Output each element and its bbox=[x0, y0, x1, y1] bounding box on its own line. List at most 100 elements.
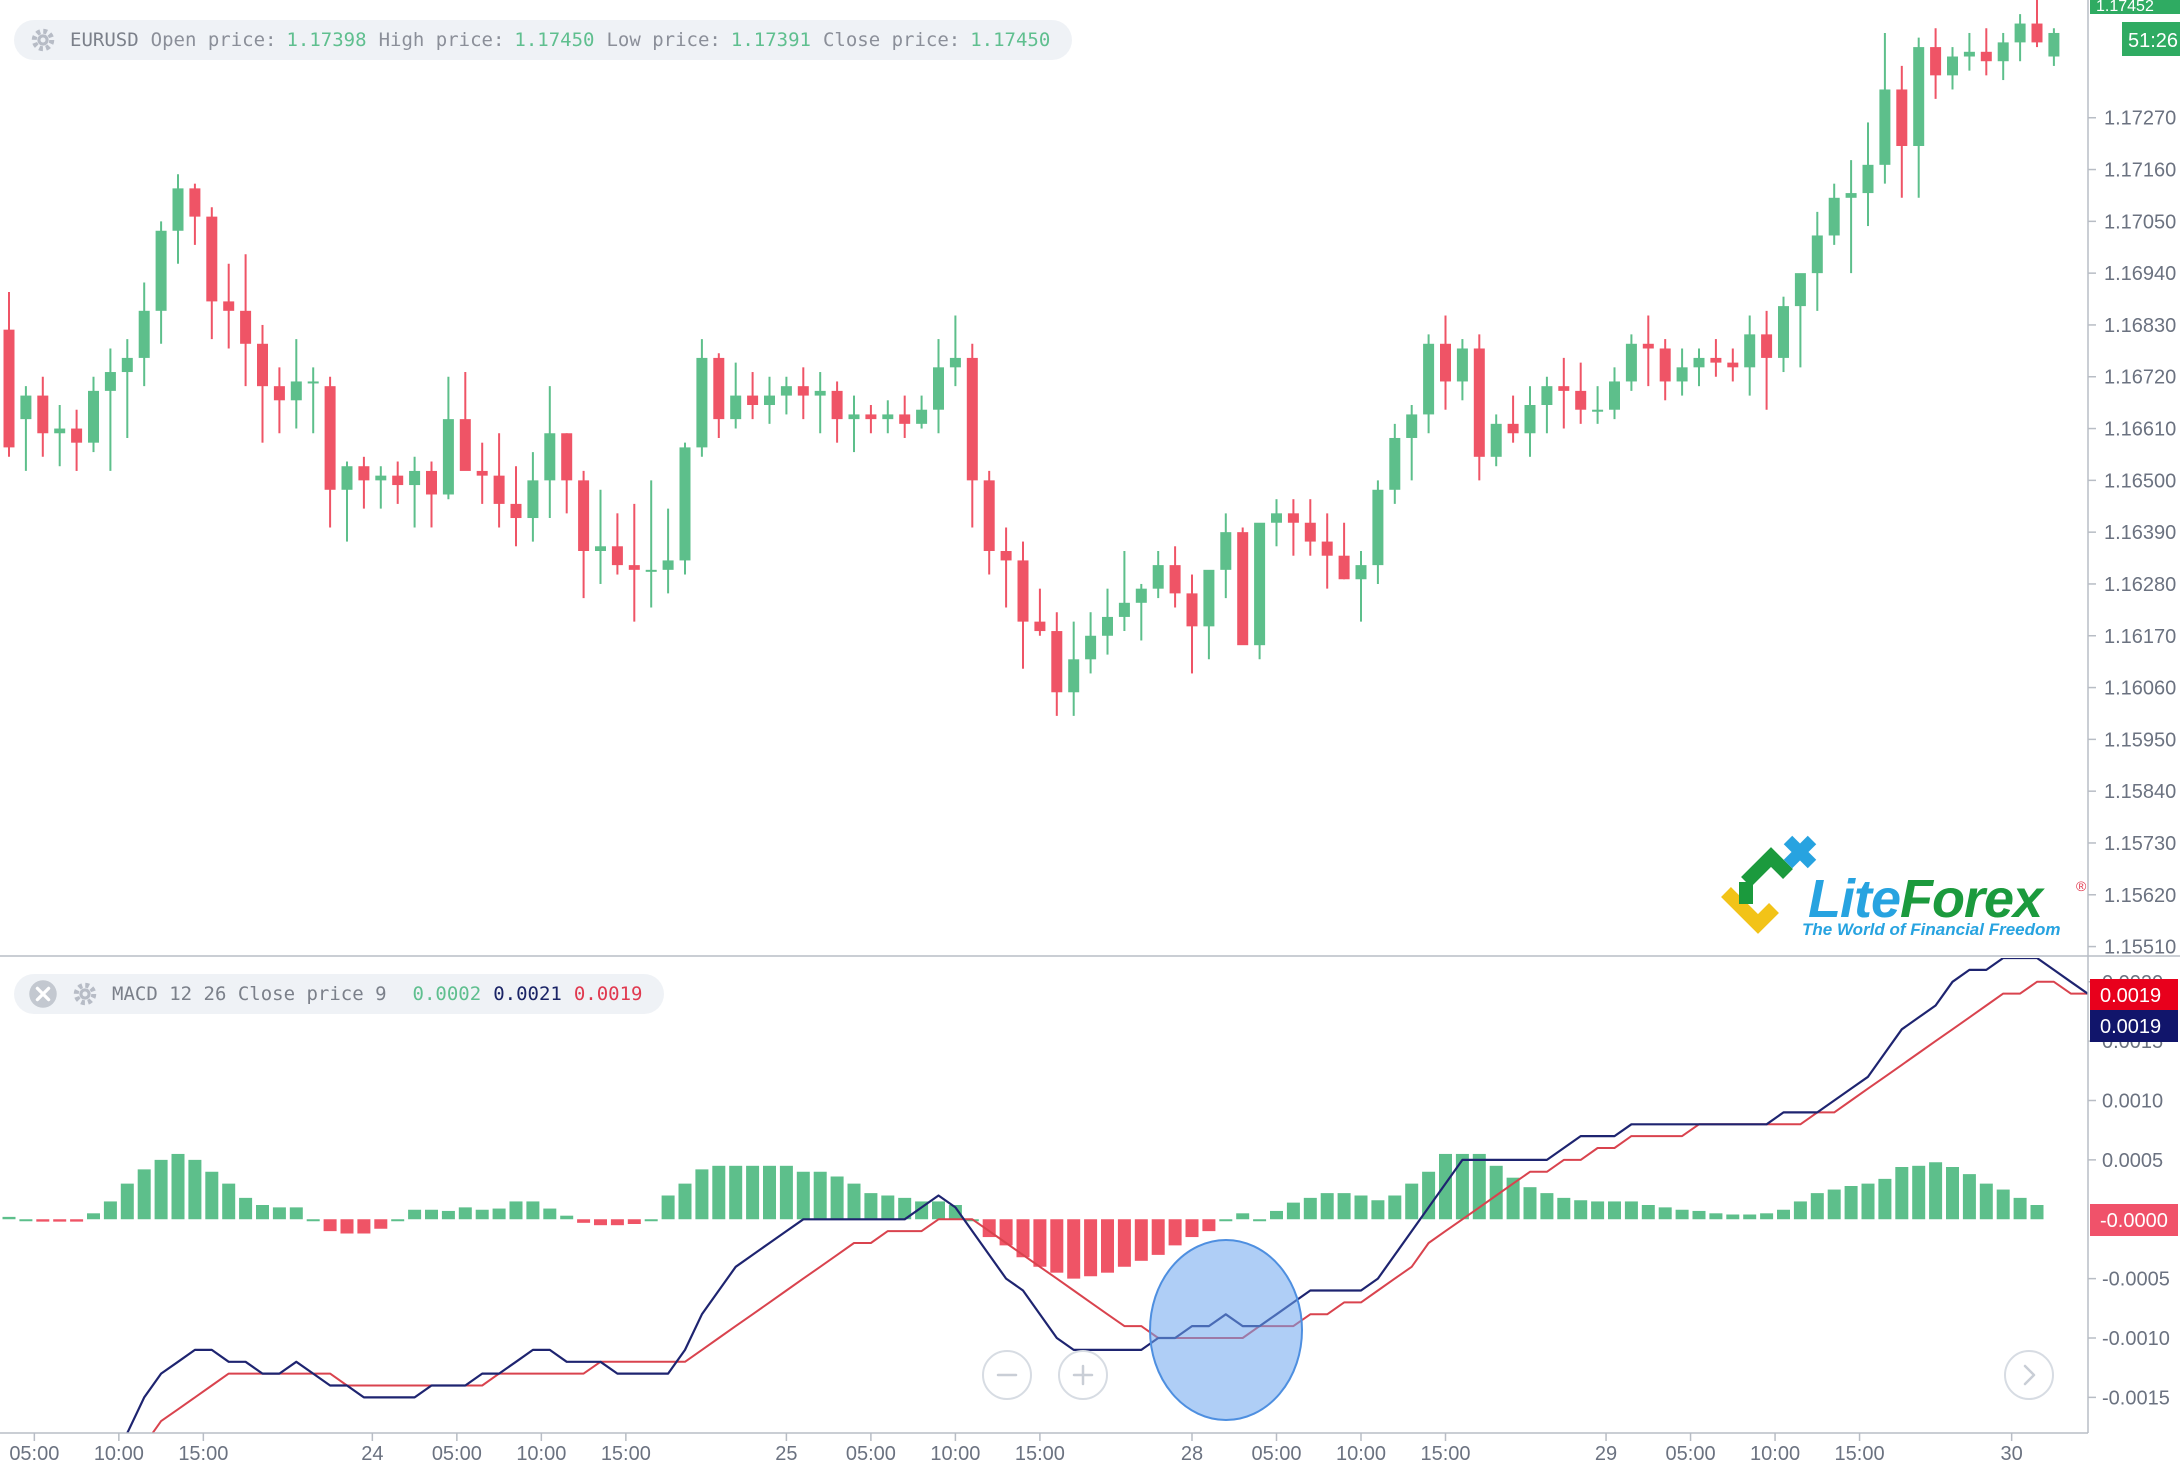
candle-body bbox=[3, 329, 15, 448]
candle-body bbox=[544, 433, 556, 481]
candle-bull bbox=[1355, 550, 1367, 622]
histogram-bar bbox=[1608, 1201, 1621, 1220]
gear-icon[interactable] bbox=[28, 25, 58, 55]
candle-body bbox=[1980, 51, 1992, 62]
candle-bear bbox=[578, 470, 590, 599]
close-icon[interactable] bbox=[28, 979, 58, 1009]
candle-body bbox=[1524, 405, 1536, 434]
histogram-bar bbox=[1844, 1186, 1858, 1220]
candle-body bbox=[1254, 522, 1266, 646]
candle-bull bbox=[544, 386, 556, 519]
candle-body bbox=[121, 357, 133, 373]
candle-bear bbox=[1169, 546, 1181, 608]
histogram-bar bbox=[1117, 1219, 1131, 1267]
candle-body bbox=[88, 390, 99, 443]
minus-icon bbox=[996, 1373, 1018, 1377]
candle-bull bbox=[1845, 160, 1857, 274]
histogram-bar bbox=[53, 1219, 67, 1222]
histogram-bar bbox=[1422, 1171, 1436, 1220]
liteforex-logo: LiteForex ® The World of Financial Freed… bbox=[1716, 832, 2086, 942]
candle-bull bbox=[1456, 339, 1468, 401]
zoom-in-button[interactable] bbox=[1058, 1350, 1108, 1400]
price-tick-label: 1.15840 bbox=[2104, 781, 2176, 803]
histogram-bar bbox=[746, 1165, 760, 1220]
candle-bull bbox=[1997, 32, 2009, 81]
candle-bull bbox=[1778, 296, 1789, 373]
histogram-bar bbox=[458, 1207, 472, 1220]
candle-body bbox=[392, 475, 404, 486]
candle-bull bbox=[780, 376, 792, 415]
candle-body bbox=[1135, 588, 1147, 603]
candle-body bbox=[1913, 47, 1925, 146]
macd-panel[interactable] bbox=[2, 958, 2088, 1476]
time-tick-label: 05:00 bbox=[432, 1443, 482, 1465]
candle-body bbox=[1659, 348, 1671, 382]
candle-body bbox=[155, 230, 167, 311]
histogram-bar bbox=[678, 1183, 692, 1220]
candle-body bbox=[848, 414, 860, 420]
time-tick-label: 15:00 bbox=[1835, 1443, 1885, 1465]
scroll-right-button[interactable] bbox=[2004, 1350, 2054, 1400]
histogram-bar bbox=[526, 1201, 540, 1220]
candle-bear bbox=[1507, 395, 1519, 443]
candle-body bbox=[865, 414, 877, 420]
histogram-bar bbox=[87, 1213, 100, 1220]
candle-bear bbox=[1727, 348, 1739, 382]
open-label: Open price: bbox=[150, 29, 277, 51]
candle-body bbox=[595, 546, 606, 551]
macd-line-value: 0.0019 bbox=[573, 983, 643, 1005]
histogram-bar bbox=[391, 1219, 405, 1222]
candle-bull bbox=[2014, 14, 2026, 62]
histogram-bar bbox=[1253, 1219, 1267, 1222]
price-panel[interactable] bbox=[3, 0, 2060, 716]
gear-icon[interactable] bbox=[70, 979, 100, 1009]
histogram-bar bbox=[1777, 1209, 1790, 1220]
candle-bull bbox=[54, 405, 66, 467]
candle-body bbox=[510, 503, 522, 519]
histogram-bar bbox=[1101, 1219, 1114, 1273]
candle-bull bbox=[1541, 376, 1553, 434]
candle-body bbox=[1778, 306, 1789, 358]
candle-body bbox=[290, 381, 302, 401]
candle-bear bbox=[476, 442, 488, 504]
close-value: 1.17450 bbox=[970, 29, 1051, 51]
candle-body bbox=[747, 395, 759, 406]
histogram-bar bbox=[120, 1183, 134, 1220]
candle-body bbox=[1017, 560, 1029, 622]
time-tick-label: 10:00 bbox=[930, 1443, 980, 1465]
price-tick-label: 1.16500 bbox=[2104, 470, 2176, 492]
candle-bear bbox=[273, 367, 285, 434]
time-tick-label: 10:00 bbox=[516, 1443, 566, 1465]
zoom-out-button[interactable] bbox=[982, 1350, 1032, 1400]
candle-bear bbox=[1017, 541, 1029, 669]
candle-bull bbox=[1220, 513, 1232, 599]
histogram-bar bbox=[1286, 1202, 1300, 1220]
histogram-bar bbox=[1388, 1195, 1402, 1220]
candle-body bbox=[1372, 489, 1384, 566]
price-tick-label: 1.16940 bbox=[2104, 263, 2176, 285]
candle-bear bbox=[1710, 339, 1722, 377]
histogram-bar bbox=[1557, 1197, 1571, 1220]
histogram-bar bbox=[1946, 1167, 1959, 1220]
histogram-bar bbox=[306, 1219, 320, 1222]
candle-body bbox=[1237, 532, 1249, 646]
candle-body bbox=[1761, 334, 1773, 358]
macd-histogram-value: 0.0002 bbox=[412, 983, 482, 1005]
candle-bear bbox=[628, 503, 640, 622]
histogram-bar bbox=[1337, 1193, 1351, 1220]
candle-body bbox=[1169, 565, 1181, 594]
low-value: 1.17391 bbox=[730, 29, 811, 51]
candle-bear bbox=[561, 433, 573, 514]
price-tick-label: 1.15950 bbox=[2104, 729, 2176, 751]
histogram-bar bbox=[1202, 1219, 1216, 1232]
candle-bull bbox=[1085, 612, 1097, 674]
candle-bull bbox=[409, 456, 421, 528]
histogram-bar bbox=[1979, 1183, 1993, 1220]
candle-body bbox=[71, 428, 83, 443]
time-tick-label: 24 bbox=[361, 1443, 383, 1465]
macd-tick-label: 0.0010 bbox=[2102, 1091, 2163, 1113]
histogram-bar bbox=[357, 1219, 371, 1234]
